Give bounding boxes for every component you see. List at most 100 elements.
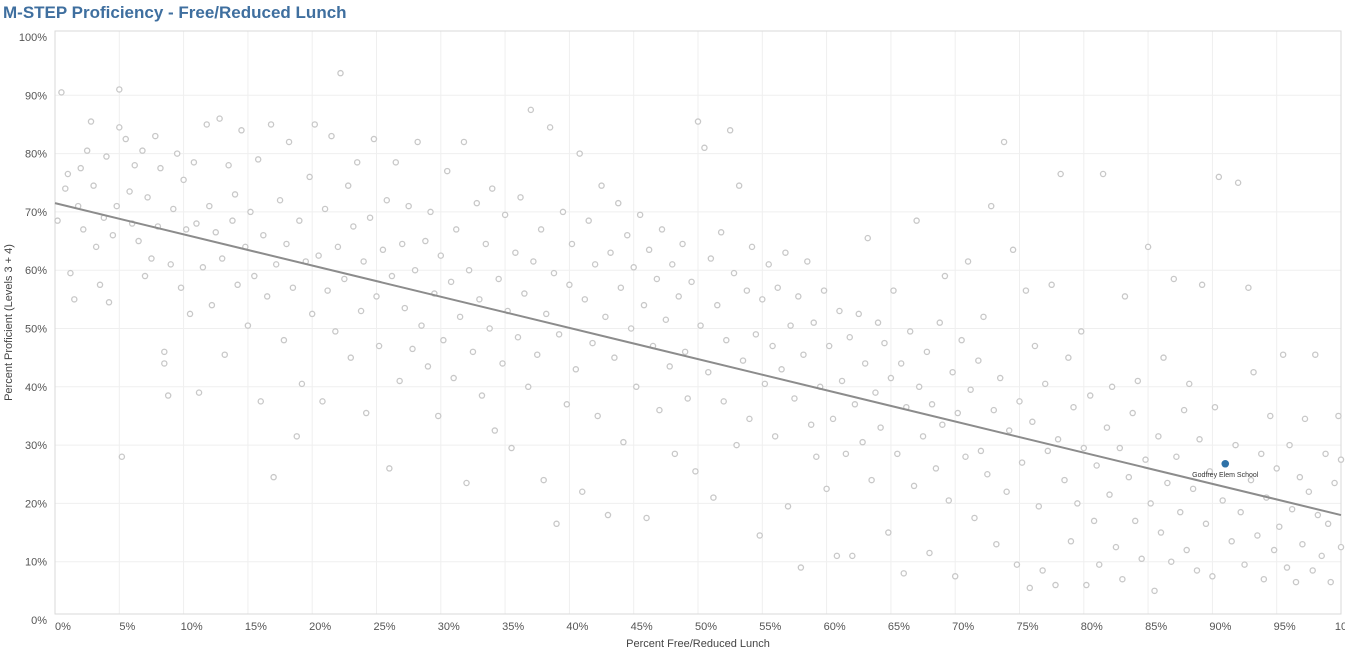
data-point[interactable] <box>752 331 760 338</box>
data-point[interactable] <box>157 164 164 172</box>
data-point[interactable] <box>1090 517 1098 525</box>
data-point[interactable] <box>791 395 798 402</box>
data-point[interactable] <box>460 138 468 146</box>
data-point[interactable] <box>495 275 502 283</box>
data-point[interactable] <box>906 328 914 335</box>
data-point[interactable] <box>636 211 644 219</box>
data-point[interactable] <box>630 264 637 271</box>
data-point[interactable] <box>1041 380 1049 388</box>
data-point[interactable] <box>434 412 442 420</box>
data-point[interactable] <box>1052 581 1059 589</box>
data-point[interactable] <box>418 322 425 329</box>
data-point[interactable] <box>923 348 931 356</box>
data-point[interactable] <box>116 86 123 93</box>
data-point[interactable] <box>666 363 673 370</box>
data-point[interactable] <box>894 450 901 458</box>
data-point[interactable] <box>842 450 850 458</box>
data-point[interactable] <box>928 401 936 408</box>
data-point[interactable] <box>80 226 87 233</box>
data-point[interactable] <box>298 380 306 388</box>
data-point[interactable] <box>1177 508 1184 516</box>
data-point[interactable] <box>64 170 72 178</box>
data-point[interactable] <box>440 336 447 344</box>
data-point[interactable] <box>398 240 406 248</box>
data-point[interactable] <box>611 354 618 361</box>
data-point[interactable] <box>182 226 190 233</box>
data-point[interactable] <box>977 447 985 455</box>
data-point[interactable] <box>936 319 944 326</box>
data-point[interactable] <box>568 240 576 248</box>
data-point[interactable] <box>190 159 198 166</box>
data-point[interactable] <box>103 153 110 160</box>
data-point[interactable] <box>334 243 342 251</box>
data-point[interactable] <box>656 406 663 414</box>
data-point[interactable] <box>1327 578 1334 586</box>
data-point[interactable] <box>1286 441 1293 449</box>
data-point[interactable] <box>1245 284 1252 291</box>
data-point[interactable] <box>1080 444 1088 452</box>
data-point[interactable] <box>443 167 451 175</box>
data-point[interactable] <box>563 401 571 408</box>
data-point[interactable] <box>553 520 560 528</box>
data-point[interactable] <box>810 319 817 326</box>
data-point[interactable] <box>1283 564 1291 571</box>
data-point[interactable] <box>452 226 460 233</box>
data-point[interactable] <box>229 217 236 224</box>
data-point[interactable] <box>662 316 670 324</box>
data-point[interactable] <box>849 552 856 560</box>
data-point[interactable] <box>341 275 348 283</box>
data-point[interactable] <box>1022 287 1030 294</box>
data-point[interactable] <box>357 307 365 315</box>
data-point[interactable] <box>589 339 596 347</box>
data-point[interactable] <box>868 476 875 484</box>
data-point[interactable] <box>1018 459 1026 466</box>
data-point[interactable] <box>941 272 949 280</box>
data-point[interactable] <box>945 497 953 504</box>
data-point[interactable] <box>478 392 486 399</box>
data-point[interactable] <box>311 121 319 128</box>
data-point[interactable] <box>1093 462 1100 469</box>
data-point[interactable] <box>1013 561 1021 568</box>
data-point[interactable] <box>1074 500 1081 507</box>
data-point[interactable] <box>375 342 383 350</box>
data-point[interactable] <box>681 348 689 356</box>
data-point[interactable] <box>173 150 181 157</box>
data-point[interactable] <box>1318 552 1325 560</box>
data-point[interactable] <box>787 322 794 329</box>
data-point[interactable] <box>617 284 625 291</box>
data-point[interactable] <box>118 453 126 461</box>
data-point[interactable] <box>260 231 267 239</box>
data-point[interactable] <box>967 386 974 393</box>
data-point[interactable] <box>321 205 329 213</box>
data-point[interactable] <box>263 293 271 300</box>
data-point[interactable] <box>58 89 65 96</box>
data-point[interactable] <box>984 470 991 478</box>
data-point[interactable] <box>170 205 177 213</box>
data-point[interactable] <box>602 313 609 321</box>
data-point[interactable] <box>1335 412 1342 420</box>
data-point[interactable] <box>447 278 455 286</box>
data-point[interactable] <box>1167 558 1175 565</box>
data-point[interactable] <box>350 223 357 230</box>
data-point[interactable] <box>247 208 254 216</box>
data-point[interactable] <box>1189 485 1197 493</box>
data-point[interactable] <box>1070 403 1077 411</box>
data-point[interactable] <box>627 325 635 332</box>
data-point[interactable] <box>1314 511 1322 519</box>
data-point[interactable] <box>607 249 614 256</box>
data-point[interactable] <box>900 570 908 577</box>
data-point[interactable] <box>469 348 477 356</box>
data-point[interactable] <box>761 380 769 388</box>
data-point[interactable] <box>1322 450 1329 458</box>
data-point[interactable] <box>1144 243 1152 251</box>
data-point[interactable] <box>206 202 213 210</box>
data-point[interactable] <box>726 127 734 134</box>
data-point[interactable] <box>491 427 499 434</box>
data-point[interactable] <box>1173 453 1180 461</box>
data-point[interactable] <box>576 150 583 157</box>
data-point[interactable] <box>910 482 918 490</box>
data-point[interactable] <box>126 188 133 195</box>
data-point[interactable] <box>501 211 509 219</box>
data-point[interactable] <box>344 182 352 189</box>
data-point[interactable] <box>96 281 104 289</box>
